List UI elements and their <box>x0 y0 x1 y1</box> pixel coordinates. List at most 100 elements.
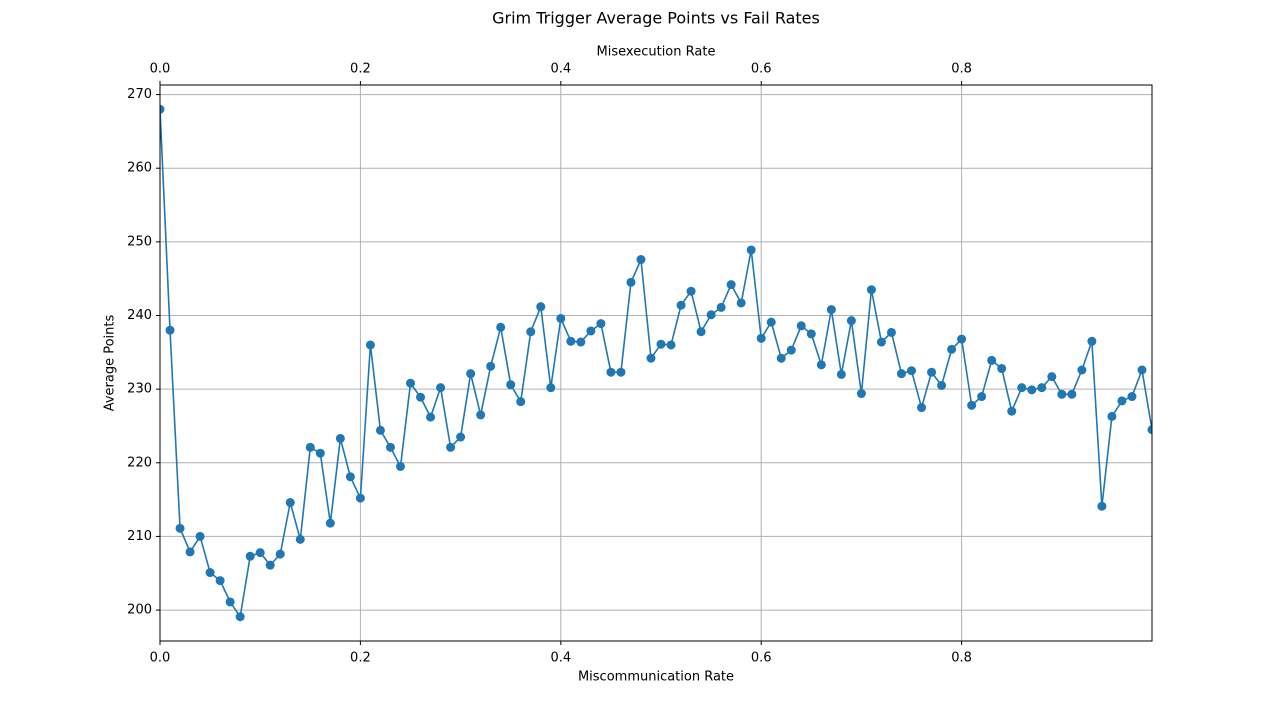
y-tick-label: 250 <box>127 234 152 249</box>
data-point <box>576 337 586 347</box>
data-point <box>826 305 836 315</box>
data-point <box>1077 365 1087 375</box>
data-point <box>285 498 295 508</box>
data-point <box>1067 389 1077 399</box>
data-point <box>385 442 395 452</box>
data-point <box>766 317 776 327</box>
grid <box>159 85 1152 641</box>
data-point <box>566 336 576 346</box>
data-point <box>836 369 846 379</box>
top-x-tick-label: 0.0 <box>150 62 171 77</box>
data-point <box>1107 411 1117 421</box>
data-point <box>596 319 606 329</box>
top-x-tick-label: 0.2 <box>350 62 371 77</box>
data-point <box>686 286 696 296</box>
data-point <box>215 576 225 586</box>
y-tick-label: 200 <box>127 603 152 618</box>
top-x-axis-label: Misexecution Rate <box>597 45 716 60</box>
y-tick-label: 240 <box>127 308 152 323</box>
data-point <box>160 104 165 114</box>
data-point <box>776 353 786 363</box>
data-point <box>496 322 506 332</box>
x-tick-label: 0.2 <box>350 651 371 666</box>
data-point <box>175 523 185 533</box>
data-point <box>856 389 866 399</box>
top-x-tick-label: 0.8 <box>951 62 972 77</box>
data-point <box>466 369 476 379</box>
data-point <box>716 302 726 312</box>
data-point <box>305 442 315 452</box>
top-x-tick-label: 0.6 <box>751 62 772 77</box>
y-tick-label: 270 <box>127 87 152 102</box>
data-point <box>476 410 486 420</box>
series-line-group <box>160 104 1152 622</box>
data-point <box>896 369 906 379</box>
data-point <box>696 327 706 337</box>
data-point <box>436 383 446 393</box>
data-point <box>586 326 596 336</box>
data-point <box>957 334 967 344</box>
y-tick-label: 210 <box>127 529 152 544</box>
series-group <box>160 104 1152 622</box>
data-point <box>706 310 716 320</box>
data-point <box>726 280 736 290</box>
plot-area <box>160 85 1152 641</box>
data-point <box>355 493 365 503</box>
x-tick-label: 0.4 <box>550 651 571 666</box>
y-tick-label: 260 <box>127 161 152 176</box>
data-point <box>526 327 536 337</box>
data-point <box>636 255 646 265</box>
data-point <box>866 285 876 295</box>
data-point <box>335 433 345 443</box>
y-axis-label: Average Points <box>103 314 118 411</box>
data-point <box>546 383 556 393</box>
data-point <box>927 367 937 377</box>
data-point <box>1057 389 1067 399</box>
data-point <box>967 400 977 410</box>
data-point <box>185 547 195 557</box>
y-tick-label: 220 <box>127 455 152 470</box>
data-point <box>245 551 255 561</box>
series-line <box>160 109 1152 618</box>
data-point <box>416 392 426 402</box>
data-point <box>616 367 626 377</box>
data-point <box>1007 406 1017 416</box>
data-point <box>506 380 516 390</box>
data-point <box>225 597 235 607</box>
data-point <box>796 321 806 331</box>
data-point <box>195 531 205 541</box>
top-x-tick-label: 0.4 <box>550 62 571 77</box>
data-point <box>846 316 856 326</box>
chart-title: Grim Trigger Average Points vs Fail Rate… <box>492 9 820 28</box>
data-point <box>736 298 746 308</box>
data-point <box>606 367 616 377</box>
data-point <box>255 548 265 558</box>
data-point <box>1097 501 1107 511</box>
data-point <box>235 612 245 622</box>
data-point <box>456 432 466 442</box>
data-point <box>1117 396 1127 406</box>
data-point <box>365 340 375 350</box>
data-point <box>486 361 496 371</box>
data-point <box>646 353 656 363</box>
data-point <box>1127 392 1137 402</box>
data-point <box>426 412 436 422</box>
x-axis-label: Miscommunication Rate <box>578 670 734 685</box>
data-point <box>947 344 957 354</box>
axes-group: 0.0 0.2 0.4 0.6 0.8 0.0 0.2 0.4 0.6 0.8 200 210 220 2… <box>127 62 972 666</box>
data-point <box>997 364 1007 374</box>
data-point <box>205 568 215 578</box>
data-point <box>1087 336 1097 346</box>
data-point <box>165 325 175 335</box>
data-point <box>746 245 756 255</box>
data-point <box>1147 425 1152 435</box>
data-point <box>756 333 766 343</box>
x-tick-label: 0.8 <box>951 651 972 666</box>
data-point <box>656 339 666 349</box>
data-point <box>446 442 456 452</box>
data-point <box>395 461 405 471</box>
data-point <box>556 313 566 323</box>
data-point <box>626 277 636 287</box>
data-point <box>987 355 997 365</box>
